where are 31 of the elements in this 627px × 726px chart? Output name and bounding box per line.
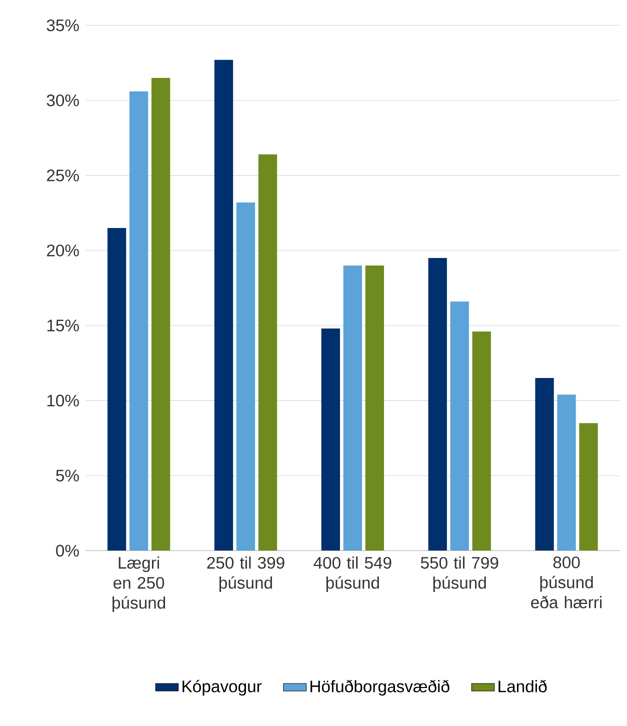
- x-tick-label: 800 þúsund eða hærri: [531, 556, 602, 608]
- legend-label: Kópavogur: [182, 680, 262, 696]
- legend-label: Landið: [498, 680, 547, 692]
- y-tick-label: 0%: [56, 544, 80, 557]
- x-tick-label: 250 til 399 þúsund: [207, 556, 284, 592]
- bar: [450, 302, 470, 551]
- bar: [152, 78, 170, 551]
- bar: [472, 332, 492, 551]
- bar: [108, 228, 126, 551]
- bar: [535, 378, 554, 551]
- y-tick-label: 25%: [47, 170, 80, 182]
- x-tick-label: 550 til 799 þúsund: [421, 556, 498, 592]
- y-tick-label: 30%: [46, 94, 80, 106]
- bar: [236, 202, 256, 551]
- y-tick-label: 15%: [48, 320, 80, 332]
- bar: [344, 265, 362, 551]
- bar: [258, 154, 278, 551]
- x-tick-label: Lægri en 250 þúsund: [112, 556, 166, 612]
- bar: [366, 265, 384, 551]
- y-tick-label: 20%: [47, 244, 80, 256]
- legend-label: Höfuðborgasvæðið: [310, 680, 450, 696]
- y-tick-label: 10%: [48, 394, 80, 406]
- bar: [322, 328, 340, 551]
- bar: [557, 394, 576, 551]
- bar: [428, 258, 448, 551]
- bar: [214, 60, 234, 551]
- x-tick-label: 400 til 549 þúsund: [314, 556, 392, 592]
- y-tick-label: 5%: [56, 470, 80, 482]
- bar: [579, 423, 598, 551]
- bar: [130, 91, 148, 551]
- y-tick-label: 35%: [46, 19, 80, 32]
